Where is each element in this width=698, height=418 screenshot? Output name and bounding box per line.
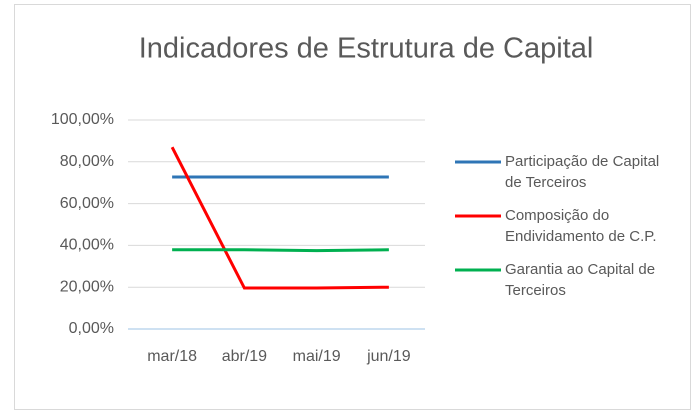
y-tick-label: 80,00% <box>60 153 114 170</box>
x-tick-label: jun/19 <box>366 348 411 365</box>
y-tick-label: 0,00% <box>69 320 114 337</box>
y-tick-label: 20,00% <box>60 278 114 295</box>
chart-title: Indicadores de Estrutura de Capital <box>139 33 594 65</box>
series-line <box>172 248 389 253</box>
legend-label: Participação de Capital de Terceiros <box>505 153 660 191</box>
series-line <box>170 146 389 290</box>
x-tick-label: mar/18 <box>147 348 197 365</box>
y-tick-label: 60,00% <box>60 195 114 212</box>
y-tick-label: 100,00% <box>51 111 114 128</box>
chart-border <box>14 4 691 410</box>
y-tick-label: 40,00% <box>60 237 114 254</box>
x-tick-label: mai/19 <box>293 348 341 365</box>
legend-label: Garantia ao Capital de Terceiros <box>505 261 656 299</box>
legend-label: Composição do Endividamento de C.P. <box>505 207 657 245</box>
x-tick-label: abr/19 <box>222 348 267 365</box>
